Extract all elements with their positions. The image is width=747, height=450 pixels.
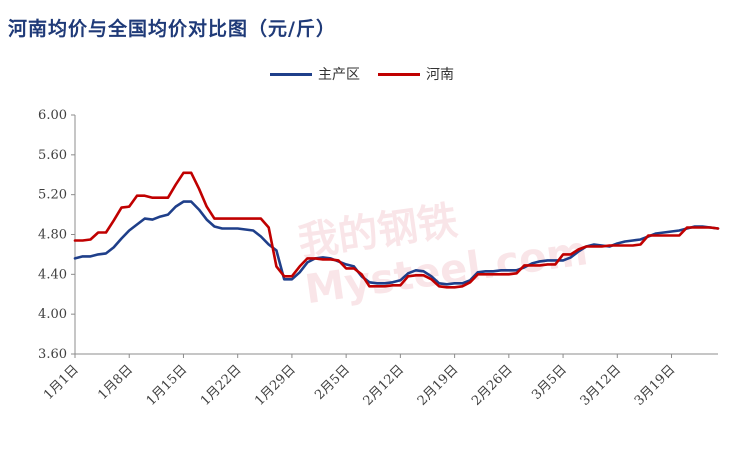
x-tick-label: 3月12日: [578, 362, 625, 409]
x-tick-label: 2月12日: [361, 362, 408, 409]
y-tick-label: 5.20: [38, 188, 67, 203]
y-tick-label: 3.60: [38, 347, 67, 362]
x-tick-label: 1月29日: [252, 362, 299, 409]
x-tick-label: 3月19日: [632, 362, 679, 409]
y-tick-label: 6.00: [38, 108, 67, 123]
y-tick-label: 4.80: [38, 228, 67, 243]
series-line-main-region: [73, 200, 720, 286]
legend-item-main-region: 主产区: [270, 64, 360, 84]
x-tick-label: 1月8日: [95, 362, 136, 403]
x-tick-label: 1月15日: [144, 362, 191, 409]
legend-label-henan: 河南: [426, 67, 454, 83]
x-tick-label: 2月5日: [312, 362, 353, 403]
legend-item-henan: 河南: [378, 64, 454, 84]
x-tick-label: 2月19日: [415, 362, 462, 409]
chart-title: 河南均价与全国均价对比图（元/斤）: [8, 18, 336, 40]
y-tick-label: 4.00: [38, 307, 67, 322]
legend-swatch-main-region: [270, 72, 312, 76]
y-tick-label: 4.40: [38, 267, 67, 282]
legend-label-main-region: 主产区: [318, 67, 360, 83]
x-tick-label: 3月5日: [529, 362, 570, 403]
series-line-henan: [73, 171, 720, 289]
x-tick-label: 2月26日: [469, 362, 516, 409]
x-tick-label: 1月1日: [41, 362, 82, 403]
y-tick-label: 5.60: [38, 148, 67, 163]
chart-legend: 主产区 河南: [270, 64, 454, 84]
legend-swatch-henan: [378, 72, 420, 76]
x-tick-label: 1月22日: [198, 362, 245, 409]
